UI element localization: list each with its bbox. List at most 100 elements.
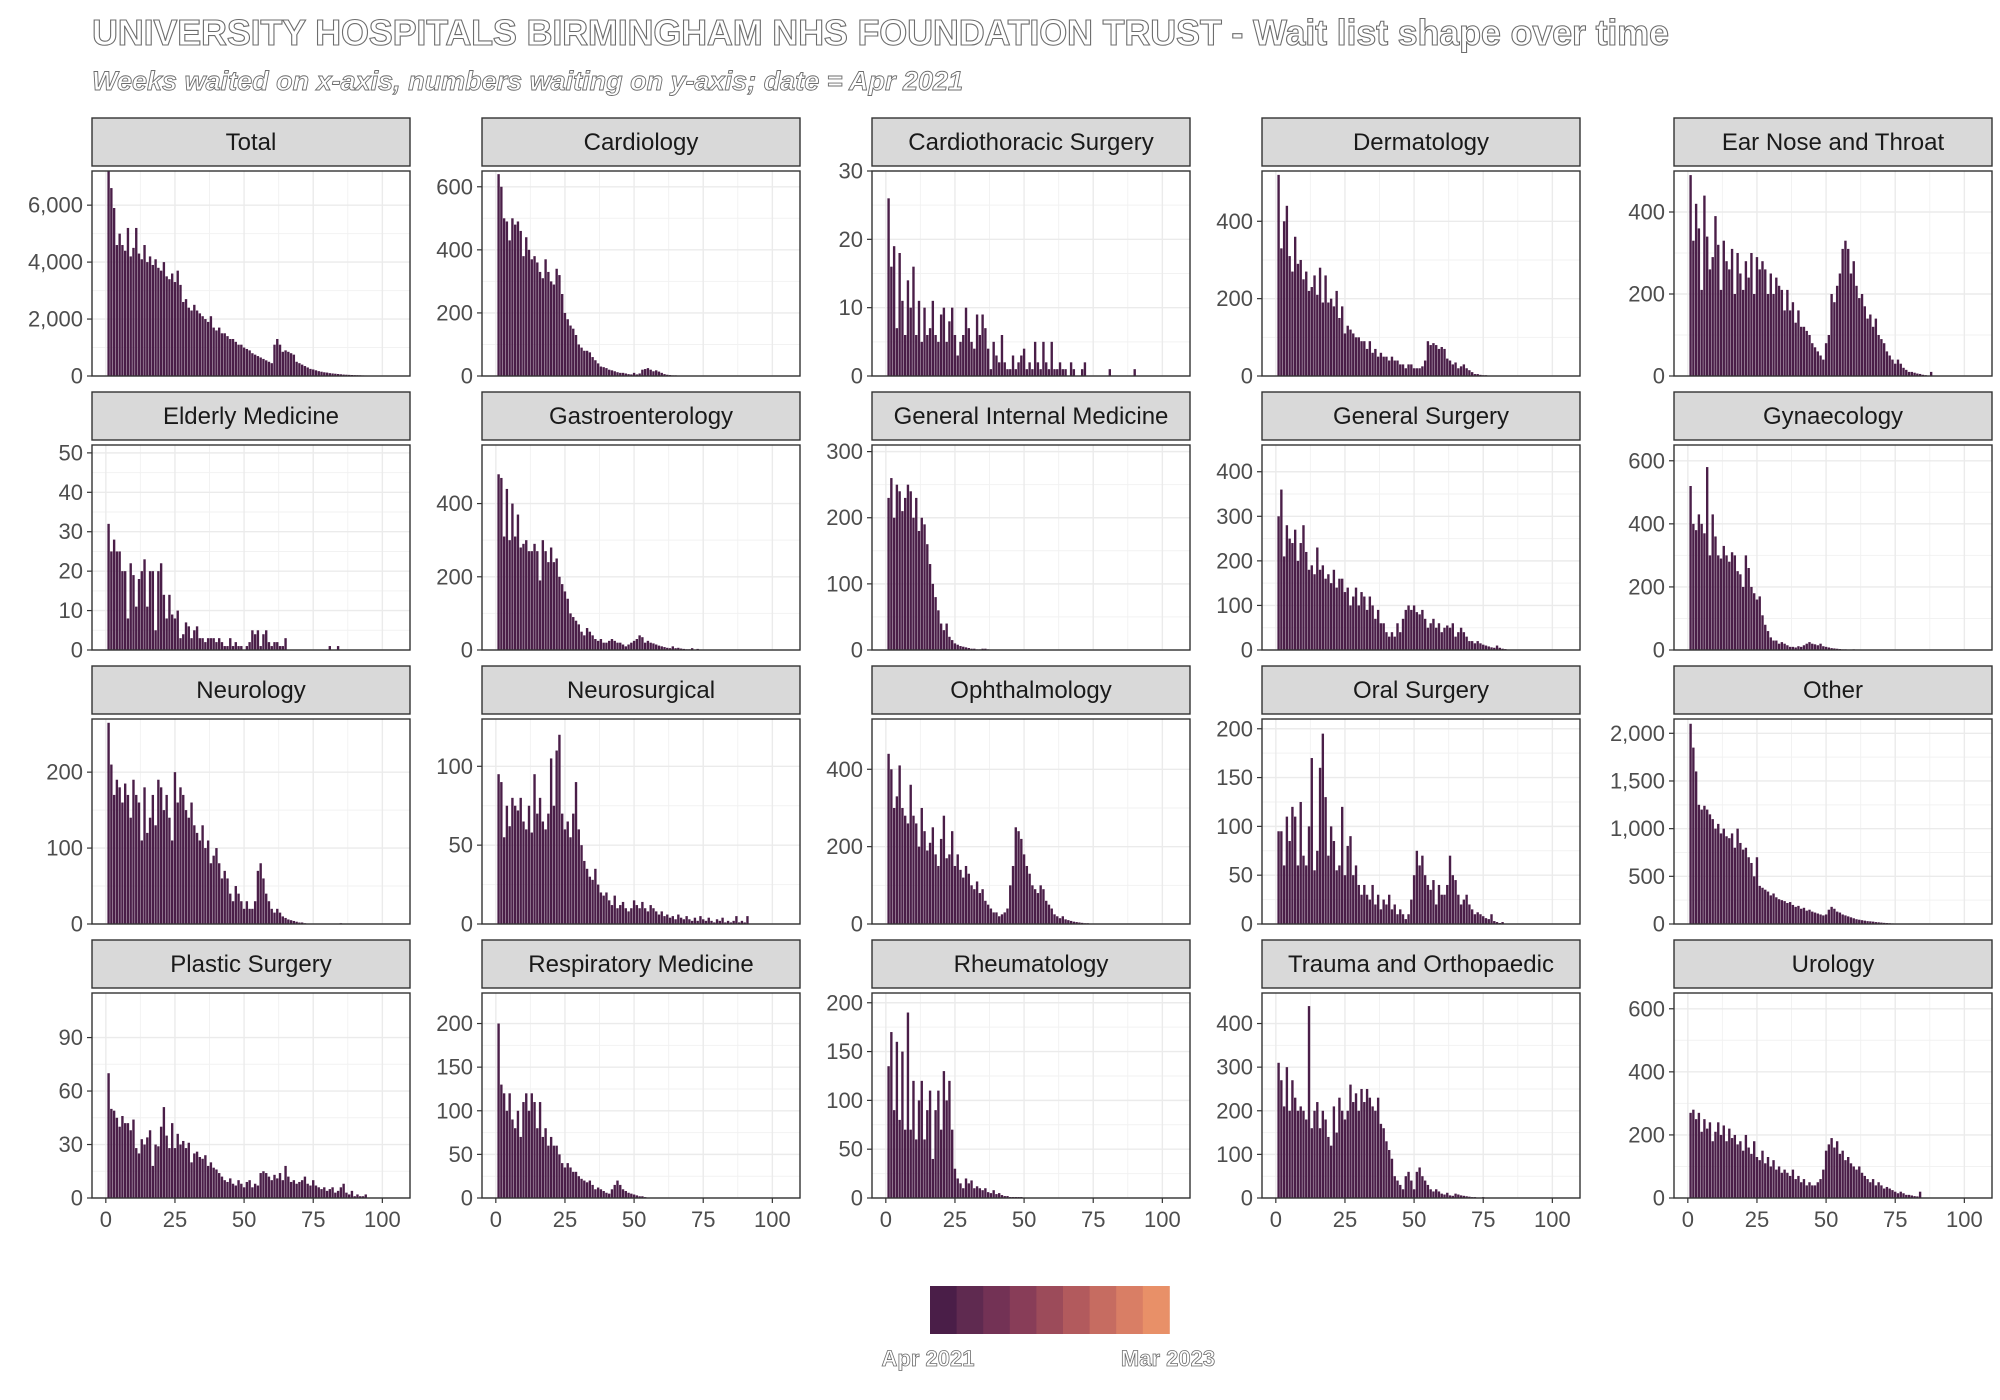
bar	[937, 341, 940, 376]
bar	[1025, 865, 1029, 924]
bar	[1354, 587, 1358, 650]
bar	[1293, 529, 1297, 650]
bar	[267, 901, 271, 924]
bar	[1822, 359, 1825, 376]
bar	[148, 817, 152, 924]
bar	[1033, 341, 1037, 376]
bar	[986, 904, 990, 924]
bar	[1811, 911, 1814, 924]
bar	[995, 355, 998, 376]
bar	[948, 636, 951, 650]
bar	[1393, 1176, 1396, 1198]
bar	[967, 328, 970, 376]
y-tick-label: 200	[1216, 1098, 1253, 1123]
x-tick-label: 0	[880, 1207, 892, 1232]
bar	[1700, 523, 1703, 650]
bar	[1813, 912, 1817, 924]
bar	[519, 230, 522, 376]
bar	[1896, 359, 1900, 376]
bar	[690, 920, 694, 924]
y-tick-label: 0	[851, 1186, 863, 1211]
bar	[1025, 369, 1029, 376]
bar	[1451, 623, 1454, 650]
bar	[646, 640, 650, 650]
bar	[118, 233, 121, 376]
legend-end-label: Mar 2023	[1121, 1346, 1215, 1371]
bar	[143, 787, 146, 924]
bar	[1321, 302, 1325, 376]
bar	[1797, 646, 1800, 650]
bar	[312, 1180, 315, 1198]
bar	[132, 575, 135, 650]
bar	[132, 779, 135, 924]
bar	[107, 1073, 110, 1198]
x-tick-label: 50	[232, 1207, 256, 1232]
bar	[505, 488, 509, 650]
bar	[212, 1167, 215, 1198]
bar	[173, 772, 177, 924]
bar	[278, 1173, 282, 1198]
bar	[1719, 833, 1723, 924]
bar	[1050, 341, 1053, 376]
bar	[198, 1157, 202, 1198]
bar	[638, 908, 641, 924]
bar	[561, 1163, 564, 1198]
bar	[525, 237, 528, 376]
bar	[1371, 884, 1374, 924]
bar	[1412, 1189, 1416, 1198]
bar	[591, 635, 594, 650]
bar	[284, 350, 287, 376]
bar	[1288, 538, 1291, 650]
bar	[1324, 578, 1327, 650]
bar	[298, 922, 301, 924]
bar	[1418, 368, 1421, 376]
bar	[1396, 914, 1399, 924]
bar	[361, 1196, 365, 1198]
bar	[187, 626, 190, 650]
bar	[1894, 363, 1897, 376]
bar	[1033, 889, 1037, 924]
bar	[1838, 1153, 1842, 1198]
bar	[643, 642, 647, 650]
bar	[1819, 914, 1822, 924]
bar	[278, 344, 282, 376]
bar	[1692, 1109, 1695, 1198]
bar	[632, 1194, 636, 1198]
bar	[209, 316, 213, 376]
bar	[1772, 1160, 1775, 1198]
bar	[1349, 605, 1352, 650]
bar	[956, 1178, 959, 1198]
bar	[649, 369, 652, 376]
y-tick-label: 600	[436, 174, 473, 199]
bar	[561, 584, 564, 650]
y-tick-label: 0	[461, 1186, 473, 1211]
y-tick-label: 0	[461, 364, 473, 389]
bar	[215, 330, 218, 376]
bar	[577, 624, 580, 650]
bar	[209, 863, 213, 924]
panel-border	[1673, 718, 1993, 925]
bar	[1852, 1166, 1855, 1198]
bar	[1357, 605, 1360, 650]
bar	[298, 1181, 301, 1198]
bar	[981, 1190, 984, 1198]
bar	[1733, 294, 1737, 376]
bar	[1446, 884, 1449, 924]
bar	[1849, 917, 1853, 924]
bar	[129, 256, 132, 376]
bar	[168, 594, 171, 650]
bar	[1280, 489, 1283, 650]
x-tick-label: 25	[163, 1207, 187, 1232]
bar	[610, 905, 614, 924]
bar	[201, 638, 204, 650]
bar	[1039, 885, 1042, 924]
bar	[1327, 1136, 1330, 1198]
bar	[1902, 367, 1905, 376]
bar	[1880, 339, 1883, 376]
bar	[1874, 318, 1878, 376]
bar	[137, 1153, 141, 1198]
bar	[1487, 646, 1490, 650]
